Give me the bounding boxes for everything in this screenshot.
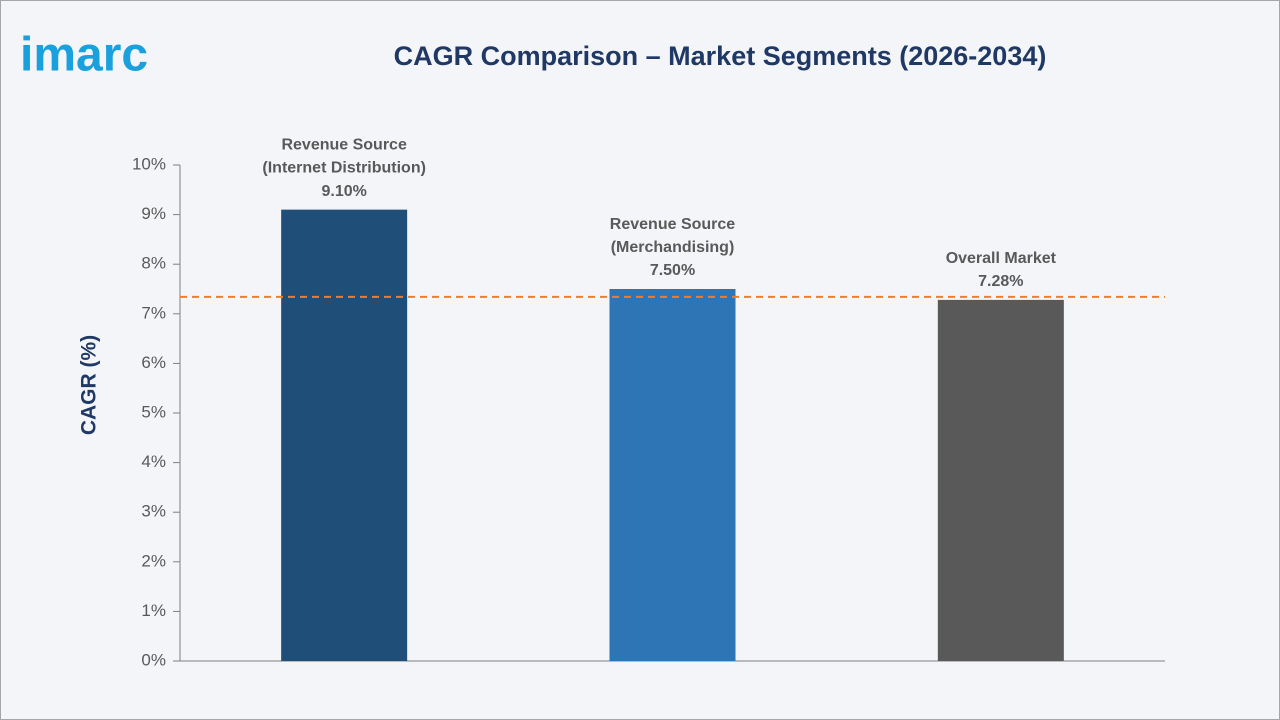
y-tick-label: 8% [141,254,166,273]
y-tick-label: 9% [141,204,166,223]
y-tick-label: 4% [141,452,166,471]
y-tick-label: 10% [132,154,166,173]
y-tick-label: 7% [141,303,166,322]
value-label: 7.28% [978,273,1023,290]
category-label: Revenue Source (Internet Distribution) [262,137,426,177]
category-label: Overall Market [946,250,1057,267]
logo: imarc [20,29,148,82]
bar [937,299,1064,661]
y-axis-label: CAGR (%) [78,335,101,435]
y-tick-label: 3% [141,502,166,521]
y-tick-label: 0% [141,650,166,669]
y-tick-label: 6% [141,353,166,372]
chart-title: CAGR Comparison – Market Segments (2026-… [394,41,1047,71]
value-label: 7.50% [650,262,695,279]
y-tick-label: 1% [141,601,166,620]
category-label: Revenue Source (Merchandising) [610,216,735,256]
y-tick-label: 2% [141,551,166,570]
bar [609,289,736,661]
y-tick-label: 5% [141,402,166,421]
bar [281,209,408,661]
value-label: 9.10% [321,183,366,200]
